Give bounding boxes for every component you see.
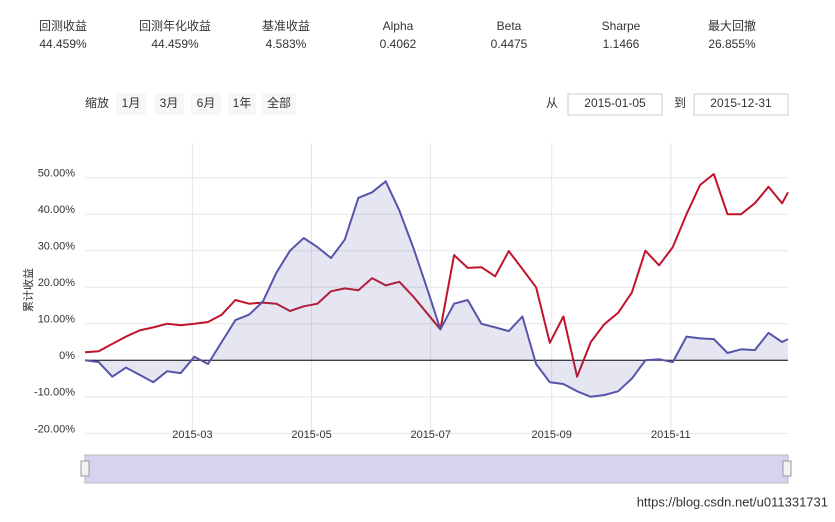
stat-label: 回测年化收益 bbox=[139, 19, 211, 33]
from-label: 从 bbox=[546, 96, 558, 110]
stat-value: 26.855% bbox=[708, 37, 756, 51]
zoom-button-label[interactable]: 3月 bbox=[160, 96, 179, 110]
stat-label: 最大回撤 bbox=[708, 18, 756, 33]
stat-label: Alpha bbox=[383, 19, 414, 33]
stat-label: Beta bbox=[497, 19, 522, 33]
stat-value: 44.459% bbox=[151, 37, 199, 51]
to-input[interactable] bbox=[693, 93, 789, 116]
zoom-button-label[interactable]: 1月 bbox=[122, 96, 141, 110]
zoom-button[interactable] bbox=[116, 93, 146, 115]
stat-label: Sharpe bbox=[602, 19, 641, 33]
from-input[interactable] bbox=[567, 93, 663, 116]
zoom-button-label[interactable]: 全部 bbox=[267, 95, 291, 110]
navigator-handle[interactable] bbox=[782, 460, 792, 477]
y-tick-label: 10.00% bbox=[38, 314, 76, 326]
zoom-label: 缩放 bbox=[85, 95, 109, 110]
x-tick-label: 2015-09 bbox=[532, 429, 572, 441]
y-tick-label: 40.00% bbox=[38, 204, 76, 216]
y-tick-label: 50.00% bbox=[38, 168, 76, 180]
x-tick-label: 2015-03 bbox=[172, 429, 212, 441]
zoom-button-label[interactable]: 6月 bbox=[197, 96, 216, 110]
stat-value: 44.459% bbox=[39, 37, 87, 51]
series-line bbox=[84, 180, 789, 398]
zoom-button[interactable] bbox=[154, 93, 184, 115]
x-tick-label: 2015-07 bbox=[410, 429, 450, 441]
y-tick-label: -20.00% bbox=[34, 423, 75, 435]
navigator-handle[interactable] bbox=[80, 460, 90, 477]
navigator[interactable] bbox=[80, 454, 792, 484]
zoom-button bbox=[228, 93, 256, 115]
y-tick-label: -10.00% bbox=[34, 387, 75, 399]
navigator-window[interactable] bbox=[84, 454, 789, 484]
series-area bbox=[85, 181, 788, 397]
to-value[interactable]: 2015-12-31 bbox=[710, 96, 772, 110]
x-tick-label: 2015-11 bbox=[651, 429, 691, 441]
y-tick-label: 30.00% bbox=[38, 241, 76, 253]
y-tick-label: 20.00% bbox=[38, 277, 76, 289]
y-tick-label: 0% bbox=[59, 350, 75, 362]
zoom-button-label: 1年 bbox=[233, 96, 252, 110]
stat-value: 0.4475 bbox=[491, 37, 528, 51]
stat-value: 0.4062 bbox=[380, 37, 417, 51]
stat-value: 4.583% bbox=[266, 37, 307, 51]
watermark: https://blog.csdn.net/u011331731 bbox=[637, 494, 828, 509]
zoom-button[interactable] bbox=[191, 93, 221, 115]
from-value[interactable]: 2015-01-05 bbox=[584, 96, 646, 110]
stat-label: 回测收益 bbox=[39, 19, 87, 33]
plot bbox=[84, 143, 789, 437]
stat-label: 基准收益 bbox=[262, 19, 310, 33]
x-tick-label: 2015-05 bbox=[291, 429, 331, 441]
stat-value: 1.1466 bbox=[603, 37, 640, 51]
y-axis-title: 累计收益 bbox=[21, 268, 35, 312]
zoom-button[interactable] bbox=[262, 93, 296, 115]
to-label: 到 bbox=[674, 96, 686, 110]
